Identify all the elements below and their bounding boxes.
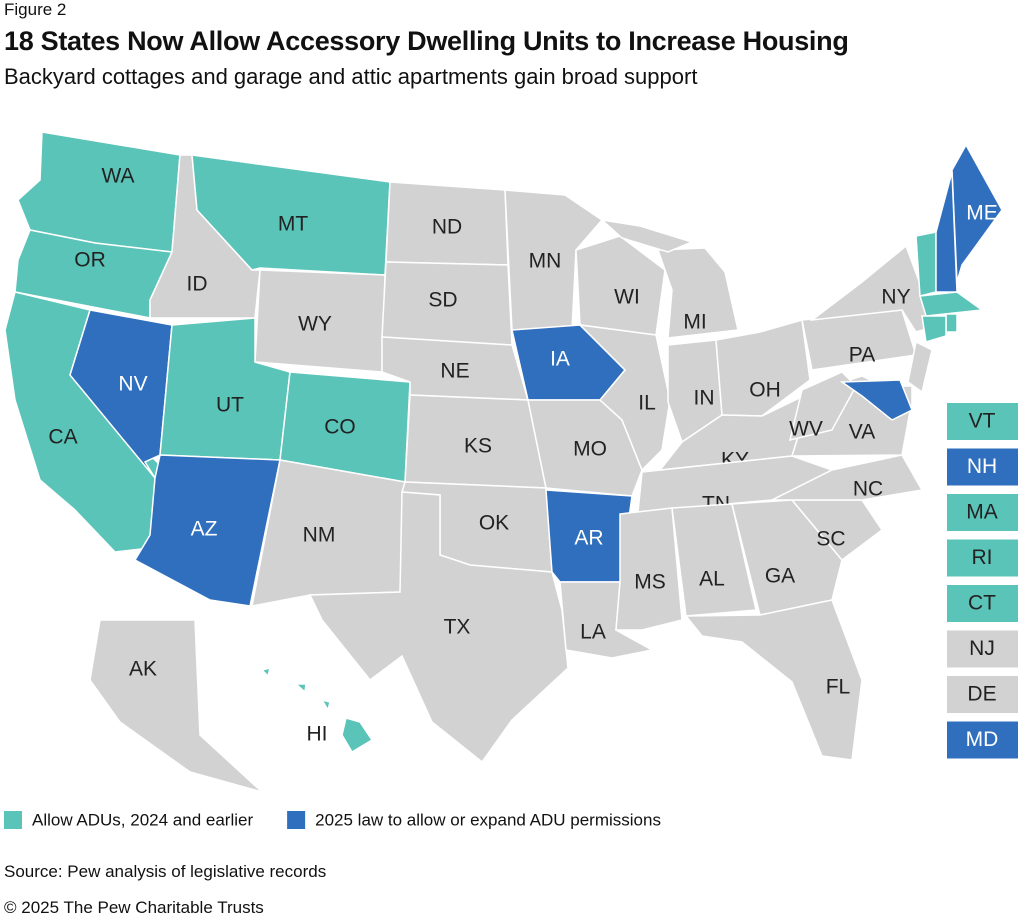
state-label: TX [444,616,471,639]
state-label: AK [129,658,157,681]
state-label: MD [966,728,999,751]
state-label: ME [966,202,998,225]
state-shape [615,507,683,631]
side-box [947,494,1018,531]
state-label: IA [550,348,570,371]
side-box [947,721,1018,759]
state-shape [915,231,937,297]
state-shape [308,491,569,764]
state-label: OH [749,379,781,402]
state-shape [575,235,666,336]
state-shape [684,599,863,761]
state-shape [260,666,272,678]
source: Source: Pew analysis of legislative reco… [4,862,327,881]
state-shape [907,340,933,394]
state-label: NM [303,524,336,547]
copyright: © 2025 The Pew Charitable Trusts [4,898,264,917]
state-shape [921,315,947,343]
state-label: NH [967,455,997,478]
state-label: CO [324,416,356,439]
side-box [947,539,1018,577]
state-label: RI [972,546,993,569]
state-label: MA [966,501,998,524]
state-label: ND [432,216,462,239]
state-label: OR [74,249,106,272]
state-label: CA [48,426,77,449]
state-label: SC [816,528,845,551]
state-label: PA [849,344,875,367]
state-label: FL [826,676,851,699]
state-label: NE [440,360,469,383]
legend-swatch [287,811,306,829]
side-box [947,676,1018,713]
state-shape [320,698,331,712]
state-label: GA [765,565,795,588]
state-label: NJ [969,637,995,660]
state-label: MO [573,438,607,461]
state-shape [839,379,913,421]
state-label: OK [479,512,509,535]
state-shape [89,619,263,793]
state-label: CT [968,592,996,615]
state-label: HI [307,723,328,746]
state-shape [788,371,857,442]
state-label: WA [101,165,134,188]
side-box [947,448,1018,486]
side-box [947,585,1018,622]
side-box [947,403,1018,440]
figure-label: Figure 2 [4,0,67,19]
legend-label: Allow ADUs, 2024 and earlier [32,810,253,829]
state-label: WY [298,313,332,336]
state-label: NY [881,286,910,309]
state-label: AR [574,527,603,550]
state-label: MS [634,571,666,594]
subtitle: Backyard cottages and garage and attic a… [4,64,698,89]
state-label: LA [580,621,606,644]
state-shape [294,683,307,694]
state-label: UT [216,394,244,417]
state-label: MT [278,213,308,236]
state-shape [577,323,671,472]
state-label: KS [464,435,492,458]
state-label: AZ [191,518,218,541]
state-label: SD [428,289,457,312]
side-box [947,630,1018,668]
state-label: VA [849,421,875,444]
title: 18 States Now Allow Accessory Dwelling U… [4,26,849,56]
state-shape [341,717,374,754]
legend-label: 2025 law to allow or expand ADU permissi… [315,810,661,829]
state-label: NV [118,373,147,396]
state-label: DE [967,683,996,706]
legend-swatch [4,811,22,829]
state-label: IN [694,387,715,410]
state-shape [671,503,757,617]
state-label: IL [638,392,656,415]
state-shape [599,218,695,253]
state-label: VT [969,410,996,433]
state-label: MI [683,311,706,334]
state-shape [919,291,985,317]
state-shape [656,247,739,339]
state-label: WI [614,286,640,309]
state-label: NC [853,478,883,501]
map: WA OR CA NV ID MT WY UT CO AZ NM ND SD NE KS OK TX MN IA MO… [4,131,1018,829]
state-label: AL [699,568,725,591]
state-shape [945,313,958,333]
state-label: MN [529,250,562,273]
state-label: WV [789,418,823,441]
state-shape [771,454,924,501]
state-label: ID [187,273,208,296]
